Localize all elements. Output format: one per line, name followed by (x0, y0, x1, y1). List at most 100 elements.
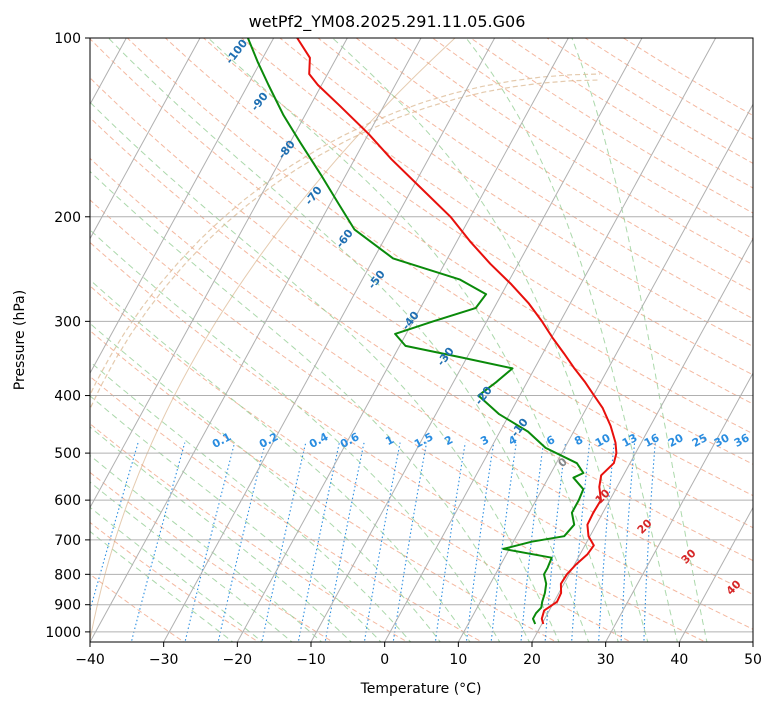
plot-area (90, 38, 753, 642)
y-tick-label: 600 (54, 493, 81, 509)
curved-guide-line (90, 38, 456, 641)
x-tick-label: 20 (523, 652, 541, 668)
y-axis-ticks: 1000 900 800 700 600 500 400 300 200 100 (45, 31, 90, 641)
chart-title: wetPf2_YM08.2025.291.11.05.G06 (249, 12, 526, 32)
isotherm-line (531, 237, 753, 642)
x-tick-label: −20 (223, 652, 253, 668)
x-axis-label: Temperature (°C) (360, 681, 482, 697)
y-tick-label: 300 (54, 314, 81, 330)
y-tick-label: 100 (54, 31, 81, 47)
isotherm-line (163, 38, 496, 642)
mixing-ratio-line (324, 442, 365, 642)
y-tick-label: 800 (54, 567, 81, 583)
mixing-ratio-line (571, 442, 591, 642)
mixing-ratio-line (363, 442, 401, 642)
line-labels: -100-90-80-70-60-50-40-30-20-100.1 0.2 0.4… (210, 37, 752, 598)
x-tick-label: −30 (149, 652, 179, 668)
mixing-ratio-line (217, 442, 266, 642)
moist-adiabat (90, 454, 323, 642)
isotherm-line (236, 38, 569, 642)
moist-adiabat (90, 170, 530, 642)
mixing-ratio-line (598, 442, 615, 642)
y-tick-label: 500 (54, 446, 81, 462)
moist-adiabat (90, 361, 412, 642)
moist-adiabat (90, 426, 353, 642)
mixing-ratio-line (643, 442, 656, 642)
x-tick-label: 30 (597, 652, 615, 668)
mixing-ratio-line (434, 442, 466, 642)
moist-adiabat (90, 530, 234, 642)
moist-adiabat (571, 38, 708, 642)
dry-adiabat (317, 38, 753, 320)
dry-adiabat (241, 38, 753, 376)
mixing-ratio-line (261, 442, 307, 642)
dewpoint-profile-line (246, 38, 585, 625)
dry-adiabat (90, 199, 753, 630)
isobar-isotherm-grid (90, 38, 753, 642)
moist-adiabat (90, 101, 560, 642)
moist-adiabat (108, 38, 590, 642)
isotherm-line (90, 38, 275, 375)
x-tick-label: 50 (744, 652, 762, 668)
mixing-ratio-line (184, 442, 236, 642)
mixing-ratio-line (544, 442, 567, 642)
plot-frame (89, 37, 754, 643)
dry-adiabat (90, 157, 753, 596)
y-tick-label: 900 (54, 598, 81, 614)
moist-adiabat (332, 38, 649, 642)
dry-adiabat (90, 241, 707, 642)
mixing-ratio-line (297, 442, 340, 642)
moist-adiabat (90, 229, 501, 642)
temperature-profile-line (296, 38, 618, 625)
mixing-ratio-label: 25 (690, 431, 710, 450)
moist-adiabat (465, 38, 678, 642)
dry-adiabat (90, 573, 185, 642)
mixing-ratio-line (465, 442, 495, 642)
moist-adiabat (90, 322, 442, 642)
mixing-ratio-label: 20 (666, 431, 686, 450)
y-tick-label: 400 (54, 389, 81, 405)
mixing-ratio-line (520, 442, 545, 642)
isotherm-line (457, 103, 753, 642)
mixing-ratio-label: 36 (732, 431, 752, 450)
y-axis-label: Pressure (hPa) (12, 290, 28, 390)
x-tick-label: 10 (449, 652, 467, 668)
isotherm-line (605, 372, 753, 642)
isotherm-line (90, 38, 348, 509)
mixing-ratio-label: 30 (712, 431, 732, 450)
moist-adiabat (90, 279, 471, 642)
x-tick-label: 40 (670, 652, 688, 668)
isotherm-line (310, 38, 643, 642)
y-tick-label: 700 (54, 533, 81, 549)
mixing-ratio-line (90, 442, 139, 613)
mixing-ratio-label: 13 (620, 431, 640, 450)
isotherm-line (90, 38, 201, 240)
dry-adiabat (90, 521, 260, 642)
mixing-ratio-line (130, 442, 186, 642)
dry-adiabat (90, 375, 483, 642)
profiles (246, 38, 618, 625)
isotherm-line (90, 38, 422, 642)
isotherm-line (678, 506, 753, 642)
x-tick-label: −40 (75, 652, 105, 668)
curved-guide-line (90, 73, 601, 397)
mixing-ratio-label: 10 (593, 431, 613, 450)
x-tick-label: 0 (380, 652, 389, 668)
isotherm-line (384, 38, 717, 642)
dry-adiabat (279, 38, 753, 347)
dry-adiabat (90, 116, 753, 562)
curved-guide-line (90, 79, 601, 411)
mixing-ratio-line (490, 442, 517, 642)
dry-adiabat (126, 38, 753, 465)
moist-adiabat (90, 395, 382, 642)
y-tick-label: 1000 (45, 625, 81, 641)
mixing-ratio-line (620, 442, 636, 642)
dry-adiabat (90, 38, 753, 497)
x-axis-ticks: −40 −30 −20 −10 0 10 20 30 40 50 (75, 642, 762, 668)
y-tick-label: 200 (54, 210, 81, 226)
mixing-ratio-label: 16 (642, 431, 662, 450)
x-tick-label: −10 (296, 652, 326, 668)
moist-adiabat (207, 38, 619, 642)
dry-adiabat (90, 471, 334, 642)
